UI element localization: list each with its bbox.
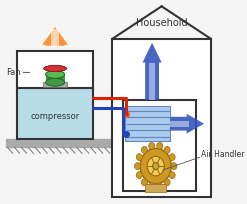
Circle shape [149, 183, 155, 190]
Text: Air Handler: Air Handler [201, 150, 244, 159]
Circle shape [136, 154, 143, 161]
Circle shape [153, 163, 159, 170]
Text: Household: Household [136, 18, 187, 28]
Text: Fan: Fan [7, 68, 21, 77]
FancyArrow shape [42, 27, 68, 46]
Bar [125, 106, 170, 141]
Circle shape [147, 156, 164, 176]
Ellipse shape [44, 65, 66, 71]
Text: compressor: compressor [30, 112, 80, 121]
Bar [112, 39, 211, 197]
Circle shape [164, 146, 170, 153]
Circle shape [149, 142, 155, 149]
Ellipse shape [44, 65, 66, 71]
Circle shape [141, 146, 147, 153]
Bar [45, 74, 65, 82]
Circle shape [136, 172, 143, 178]
FancyArrow shape [51, 29, 60, 46]
Ellipse shape [45, 78, 65, 86]
Circle shape [164, 179, 170, 186]
Circle shape [157, 183, 163, 190]
Circle shape [169, 172, 175, 178]
Circle shape [140, 148, 171, 184]
FancyArrow shape [143, 43, 162, 100]
FancyArrow shape [170, 121, 189, 127]
Bar [17, 88, 93, 140]
Circle shape [169, 154, 175, 161]
Circle shape [141, 179, 147, 186]
Bar [123, 100, 196, 191]
Ellipse shape [44, 65, 66, 71]
Bar [43, 82, 67, 87]
FancyArrow shape [149, 63, 155, 100]
Ellipse shape [45, 70, 65, 78]
Bar [145, 184, 166, 192]
Circle shape [157, 142, 163, 149]
Bar [17, 51, 93, 88]
FancyArrow shape [170, 114, 204, 134]
Circle shape [171, 163, 177, 170]
Circle shape [135, 163, 141, 170]
Bar [17, 51, 93, 140]
